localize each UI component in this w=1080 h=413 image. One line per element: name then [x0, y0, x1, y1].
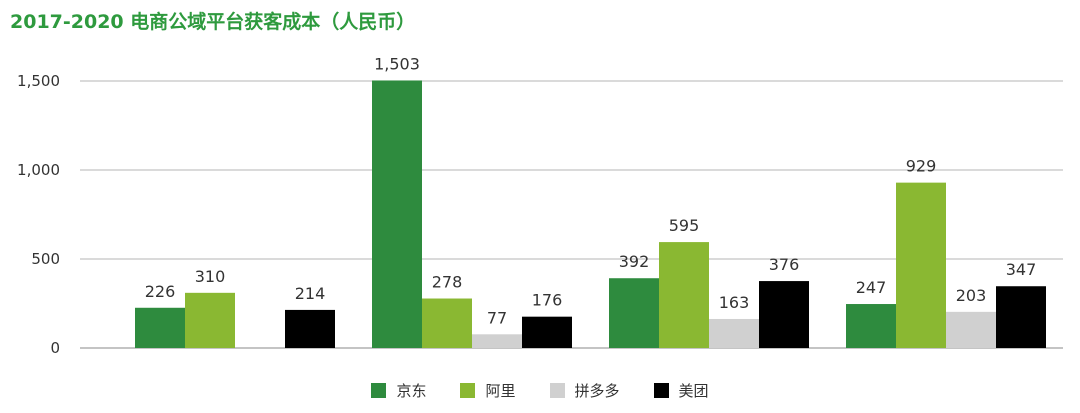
- bar: [846, 304, 896, 348]
- y-tick-label: 500: [31, 250, 60, 268]
- chart-title: 2017-2020 电商公域平台获客成本（人民币）: [10, 11, 416, 33]
- bar-value-label: 1,503: [374, 54, 420, 73]
- bar-chart: 0 500 1,000 1,500 226 1,503 392 247 310 278 595 929…: [17, 54, 1063, 357]
- bar-value-label: 278: [432, 273, 463, 292]
- bar-value-label: 203: [956, 286, 987, 305]
- bar-value-label: 214: [295, 284, 326, 303]
- bar: [522, 316, 572, 348]
- bar-value-label: 77: [487, 308, 507, 327]
- bar-value-label: 929: [906, 157, 937, 176]
- bar-value-label: 347: [1006, 260, 1037, 279]
- bar-value-label: 376: [769, 255, 800, 274]
- bar: [372, 80, 422, 348]
- y-tick-label: 1,000: [17, 161, 60, 179]
- bar-value-label: 163: [719, 293, 750, 312]
- legend-swatch: [653, 383, 669, 398]
- bar: [946, 311, 996, 348]
- legend-label: 美团: [678, 382, 709, 400]
- legend-item: 京东: [371, 380, 426, 401]
- bar: [185, 292, 235, 348]
- legend-label: 阿里: [485, 382, 516, 400]
- bar-value-label: 226: [145, 282, 176, 301]
- legend-label: 京东: [396, 382, 427, 400]
- bar-value-label: 392: [619, 252, 650, 271]
- bar-value-label: 176: [532, 291, 563, 310]
- legend-swatch: [460, 383, 476, 398]
- bar: [996, 286, 1046, 348]
- bar: [285, 309, 335, 348]
- legend-label: 拼多多: [574, 382, 620, 400]
- bar: [472, 334, 522, 348]
- bar: [659, 242, 709, 348]
- bar: [896, 182, 946, 348]
- y-tick-label: 0: [50, 339, 60, 357]
- legend-swatch: [371, 383, 387, 398]
- bar: [759, 281, 809, 348]
- legend-swatch: [549, 383, 565, 398]
- y-tick-label: 1,500: [17, 72, 60, 90]
- bar: [135, 307, 185, 348]
- legend-item: 美团: [653, 380, 709, 401]
- legend-item: 阿里: [460, 380, 516, 401]
- bar: [709, 318, 759, 348]
- bar-value-label: 595: [669, 216, 700, 235]
- bar-value-label: 310: [195, 267, 226, 286]
- legend: 京东 阿里 拼多多 美团: [0, 380, 1080, 401]
- bar: [422, 298, 472, 348]
- legend-item: 拼多多: [549, 380, 620, 401]
- bar-value-label: 247: [856, 278, 887, 297]
- bar: [609, 278, 659, 348]
